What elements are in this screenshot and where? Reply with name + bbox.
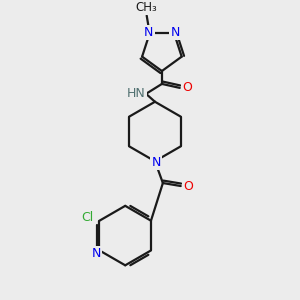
- Text: N: N: [144, 26, 153, 39]
- Text: Cl: Cl: [81, 211, 94, 224]
- Text: N: N: [92, 247, 101, 260]
- Text: O: O: [183, 81, 193, 94]
- Text: HN: HN: [127, 87, 146, 100]
- Text: CH₃: CH₃: [136, 1, 158, 14]
- Text: N: N: [170, 26, 180, 39]
- Text: N: N: [151, 156, 160, 169]
- Text: O: O: [184, 179, 194, 193]
